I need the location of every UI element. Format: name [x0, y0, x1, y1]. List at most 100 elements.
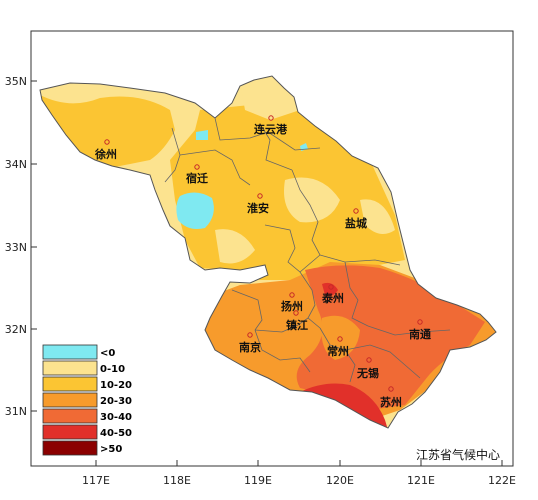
city-dot-icon — [417, 319, 423, 325]
boundary-lianyungang-west — [261, 126, 293, 171]
lon-label-122: 122E — [488, 474, 516, 487]
boundary-nanjing-changzhou — [254, 329, 311, 373]
city-nantong: 南通 — [409, 319, 431, 341]
city-wuxi: 无锡 — [356, 357, 379, 380]
city-dot-icon — [194, 164, 200, 170]
band-0-10-pocket-sw — [215, 229, 255, 264]
city-label-suzhou: 苏州 — [380, 395, 402, 409]
legend-label: 30-40 — [100, 412, 132, 423]
legend-item: <0 — [42, 344, 115, 360]
city-markers: 连云港 徐州 宿迁 淮安 盐城 泰州 扬州 镇江 — [94, 115, 431, 409]
city-dot-icon — [328, 284, 334, 290]
boundary-taizhou-nantong — [344, 261, 369, 327]
city-label-yancheng: 盐城 — [345, 216, 367, 230]
boundary-nanjing-yangzhou — [231, 289, 263, 331]
city-dot-icon — [289, 292, 295, 298]
city-label-changzhou: 常州 — [327, 344, 349, 358]
legend-label: <0 — [100, 348, 115, 359]
boundary-xuzhou-suqian — [164, 127, 181, 183]
city-dot-icon — [366, 357, 372, 363]
legend-swatch — [42, 360, 98, 376]
city-suqian: 宿迁 — [186, 164, 208, 185]
legend-label: 0-10 — [100, 364, 125, 375]
legend-label: 10-20 — [100, 380, 132, 391]
city-dot-icon — [353, 208, 359, 214]
city-nanjing: 南京 — [239, 332, 261, 354]
city-label-yangzhou: 扬州 — [281, 299, 303, 313]
city-label-huaian: 淮安 — [247, 201, 269, 215]
lat-label-33: 33N — [5, 241, 27, 254]
latitude-axis: 35N 34N 33N 32N 31N — [5, 75, 37, 418]
band-10-20 — [40, 95, 175, 168]
city-label-taizhou: 泰州 — [321, 291, 344, 305]
province-boundary — [39, 75, 497, 429]
band-0-10-pocket-coast — [360, 199, 395, 234]
legend-swatch — [42, 376, 98, 392]
city-label-nantong: 南通 — [409, 327, 431, 341]
city-taizhou: 泰州 — [321, 284, 344, 305]
boundary-yancheng-taizhou — [319, 254, 401, 266]
legend-item: >50 — [42, 440, 122, 456]
lat-label-34: 34N — [5, 158, 27, 171]
boundary-lianyungang-south — [214, 117, 321, 151]
legend-swatch — [42, 344, 98, 360]
legend-item: 20-30 — [42, 392, 132, 408]
city-suzhou: 苏州 — [380, 386, 402, 409]
legend-item: 10-20 — [42, 376, 132, 392]
boundary-suqian-huaian — [179, 149, 251, 186]
city-dot-icon — [388, 386, 394, 392]
city-label-xuzhou: 徐州 — [94, 147, 117, 161]
credit-label: 江苏省气候中心 — [416, 447, 500, 462]
boundary-wuxi-suzhou — [344, 344, 421, 379]
lat-label-35: 35N — [5, 75, 27, 88]
lon-label-117: 117E — [82, 474, 110, 487]
city-yancheng: 盐城 — [345, 208, 367, 230]
legend-swatch — [42, 392, 98, 408]
legend-label: 40-50 — [100, 428, 132, 439]
band-30-40 — [296, 265, 485, 410]
prefecture-boundaries — [164, 117, 451, 383]
city-dot-icon — [104, 139, 110, 145]
city-dot-icon — [257, 193, 263, 199]
band-negative-hongze — [176, 192, 214, 229]
longitude-axis: 117E 118E 119E 120E 121E 122E — [82, 460, 516, 487]
lon-label-118: 118E — [163, 474, 191, 487]
city-zhenjiang: 镇江 — [286, 310, 308, 332]
lat-label-31: 31N — [5, 405, 27, 418]
legend-swatch — [42, 424, 98, 440]
legend-item: 0-10 — [42, 360, 125, 376]
city-lianyungang: 连云港 — [254, 115, 288, 136]
boundary-huaian-yancheng — [291, 169, 321, 256]
legend-label: 20-30 — [100, 396, 132, 407]
city-xuzhou: 徐州 — [94, 139, 117, 161]
legend-swatch — [42, 408, 98, 424]
legend-swatch — [42, 440, 98, 456]
boundary-zhenjiang — [254, 317, 321, 333]
legend-label: >50 — [100, 444, 122, 455]
city-dot-icon — [293, 310, 299, 316]
legend-item: 40-50 — [42, 424, 132, 440]
city-yangzhou: 扬州 — [281, 292, 303, 313]
city-dot-icon — [337, 336, 343, 342]
boundary-suzhou-nantong — [367, 325, 451, 336]
city-dot-icon — [247, 332, 253, 338]
city-label-wuxi: 无锡 — [356, 366, 379, 380]
city-huaian: 淮安 — [247, 193, 269, 215]
city-changzhou: 常州 — [327, 336, 349, 358]
city-label-suqian: 宿迁 — [186, 171, 208, 185]
city-label-zhenjiang: 镇江 — [286, 318, 308, 332]
lat-label-32: 32N — [5, 323, 27, 336]
city-label-lianyungang: 连云港 — [254, 122, 288, 136]
boundary-yangzhou-taizhou — [299, 271, 316, 319]
city-dot-icon — [268, 115, 274, 121]
legend: <0 0-10 10-20 20-30 30-40 40-50 >50 — [42, 344, 132, 456]
boundary-huaian-yangzhou — [264, 224, 321, 273]
band-0-10-pocket-center — [284, 177, 340, 223]
lon-label-120: 120E — [326, 474, 354, 487]
lon-label-121: 121E — [407, 474, 435, 487]
city-label-nanjing: 南京 — [239, 340, 261, 354]
band-negative-north — [196, 130, 208, 140]
lon-label-119: 119E — [244, 474, 272, 487]
legend-item: 30-40 — [42, 408, 132, 424]
